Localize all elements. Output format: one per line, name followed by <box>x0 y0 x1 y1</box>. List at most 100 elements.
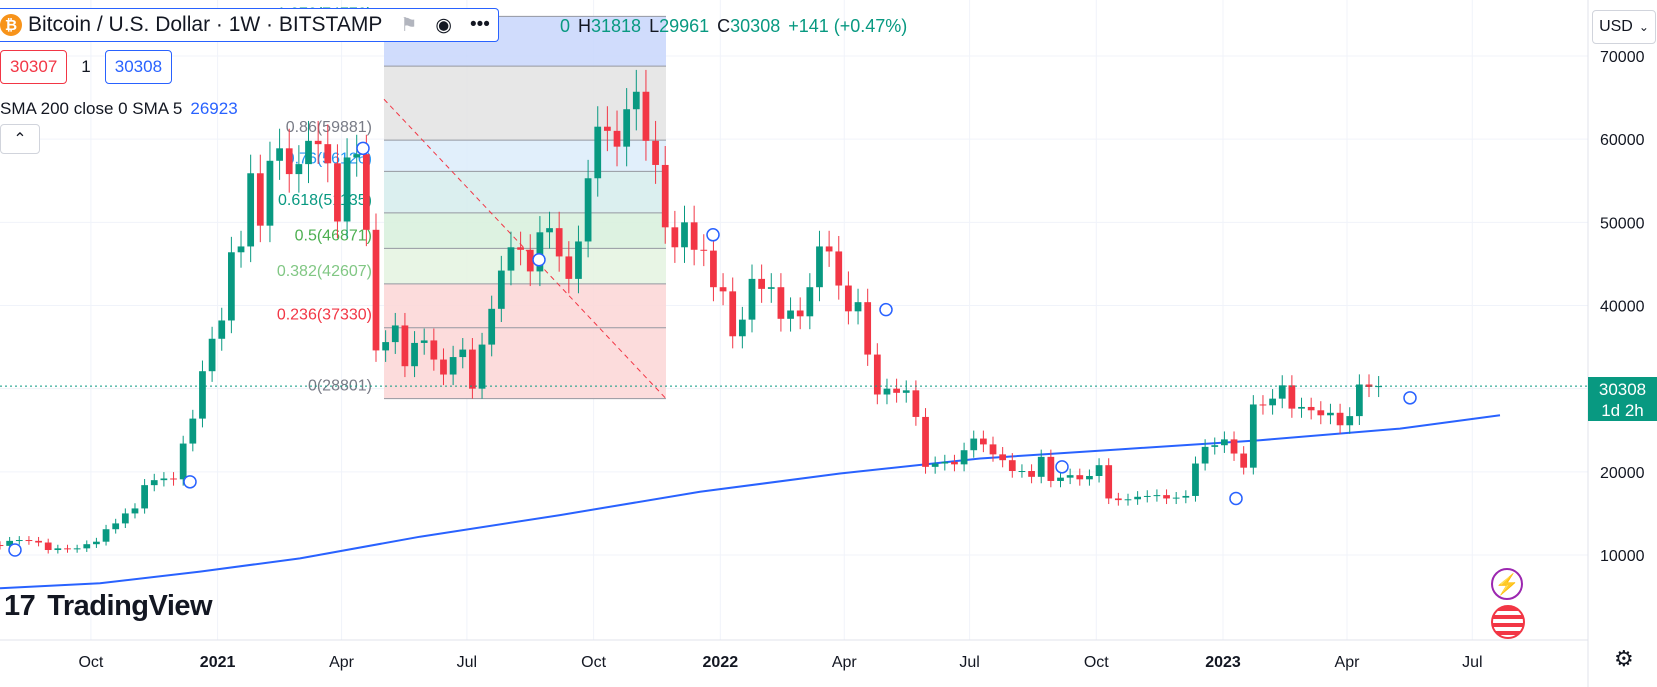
candle-body <box>989 444 997 455</box>
candle-body <box>15 540 23 542</box>
candle-body <box>738 319 746 337</box>
candle-body <box>931 463 939 467</box>
candle-body <box>671 227 679 248</box>
settings-icon[interactable]: ⚙ <box>1614 646 1634 671</box>
candle-body <box>93 541 100 545</box>
currency-label: USD <box>1599 18 1633 35</box>
symbol-title[interactable]: Bitcoin / U.S. Dollar · 1W · BITSTAMP <box>28 13 383 36</box>
ohlc-low-label: L <box>649 16 660 36</box>
candle-body <box>247 173 255 247</box>
buy-price-button[interactable]: 30308 <box>104 50 173 84</box>
x-tick-label: 2021 <box>200 654 236 671</box>
candle-body <box>681 222 688 248</box>
tradingview-logo[interactable]: 17 TradingView <box>4 590 213 623</box>
symbol-header[interactable]: ₿ Bitcoin / U.S. Dollar · 1W · BITSTAMP … <box>0 8 499 42</box>
x-tick-label: Jul <box>457 654 477 671</box>
more-icon[interactable]: ••• <box>469 14 490 35</box>
y-tick-label: 10000 <box>1600 548 1645 565</box>
candle-body <box>1114 498 1122 501</box>
candle-body <box>343 157 351 222</box>
us-flag-icon[interactable] <box>1491 605 1525 639</box>
candle-body <box>459 349 467 358</box>
candle-body <box>1095 465 1103 476</box>
candle-body <box>1375 386 1383 388</box>
candle-body <box>1172 497 1180 499</box>
fib-band <box>384 171 666 213</box>
candle-body <box>334 163 341 222</box>
ohlc-partial-open: 0 <box>560 16 571 36</box>
bar-countdown: 1d 2h <box>1601 401 1644 420</box>
ohlc-high: 31818 <box>591 16 642 36</box>
ohlc-close-label: C <box>717 16 731 36</box>
event-markers[interactable] <box>8 141 1417 557</box>
candle-body <box>1037 456 1045 477</box>
candle-body <box>1288 385 1296 409</box>
candle-body <box>1201 446 1209 464</box>
candle-body <box>440 359 447 375</box>
x-tick-label: Jul <box>1462 654 1482 671</box>
candle-body <box>1105 465 1113 499</box>
dividend-marker-icon <box>879 302 893 317</box>
candle-body <box>1240 453 1248 468</box>
fib-trend-line <box>383 98 667 399</box>
candle-body <box>517 247 524 250</box>
candle-body <box>276 148 283 161</box>
candle-body <box>160 478 168 481</box>
candle-body <box>777 287 785 319</box>
dividend-marker-icon <box>1055 460 1069 474</box>
fib-band <box>384 212 666 249</box>
flag-icon[interactable]: ⚑ <box>400 14 418 36</box>
candle-body <box>449 357 457 375</box>
candle-body <box>690 222 698 250</box>
candle-body <box>54 548 62 551</box>
candle-body <box>806 287 814 317</box>
candle-body <box>305 140 312 165</box>
candle-body <box>1047 456 1055 481</box>
candle-body <box>951 461 958 465</box>
candle-body <box>199 371 206 419</box>
dividend-marker-icon <box>1229 491 1243 506</box>
tradingview-mark: 17 <box>4 590 36 622</box>
candle-body <box>131 508 139 514</box>
candle-body <box>623 109 631 147</box>
candle-body <box>1249 404 1257 468</box>
candle-body <box>382 342 390 351</box>
candle-body <box>719 287 727 292</box>
currency-selector[interactable]: USD ⌄ <box>1592 10 1656 44</box>
indicator-legend[interactable]: SMA 200 close 0 SMA 5 26923 <box>0 99 238 119</box>
candle-body <box>1124 499 1132 501</box>
x-tick-label: Apr <box>1335 654 1361 671</box>
candle-body <box>6 540 14 546</box>
candle-body <box>35 540 42 543</box>
candle-body <box>902 390 910 393</box>
x-tick-label: Apr <box>832 654 858 671</box>
candle-body <box>854 302 862 312</box>
candle-body <box>44 542 52 551</box>
candle-body <box>150 480 158 486</box>
collapse-legend-button[interactable]: ⌃ <box>0 124 40 154</box>
dividend-marker-icon <box>356 141 370 156</box>
y-tick-label: 60000 <box>1600 132 1645 149</box>
candle-body <box>941 461 949 464</box>
candle-body <box>526 249 534 272</box>
sma-line <box>0 414 1501 590</box>
candle-body <box>0 545 4 547</box>
candle-body <box>1211 445 1219 447</box>
lightning-icon[interactable]: ⚡ <box>1491 568 1523 600</box>
candle-body <box>575 241 582 279</box>
fibonacci-retracement[interactable]: 1.272(74770)0.86(59881)0.76(56126)0.618(… <box>277 5 667 400</box>
candle-body <box>594 126 602 179</box>
sell-price-button[interactable]: 30307 <box>0 50 68 84</box>
y-tick-label: 70000 <box>1600 49 1645 66</box>
fib-label: 0(28801) <box>308 378 372 395</box>
candle-body <box>1163 495 1170 499</box>
candle-body <box>507 247 515 271</box>
candle-body <box>1346 416 1354 426</box>
candle-body <box>256 173 264 226</box>
fib-band <box>384 248 666 284</box>
candle-body <box>1057 477 1064 481</box>
candle-body <box>700 249 708 251</box>
eye-icon[interactable]: ◉ <box>435 14 452 36</box>
candle-body <box>1327 412 1334 416</box>
